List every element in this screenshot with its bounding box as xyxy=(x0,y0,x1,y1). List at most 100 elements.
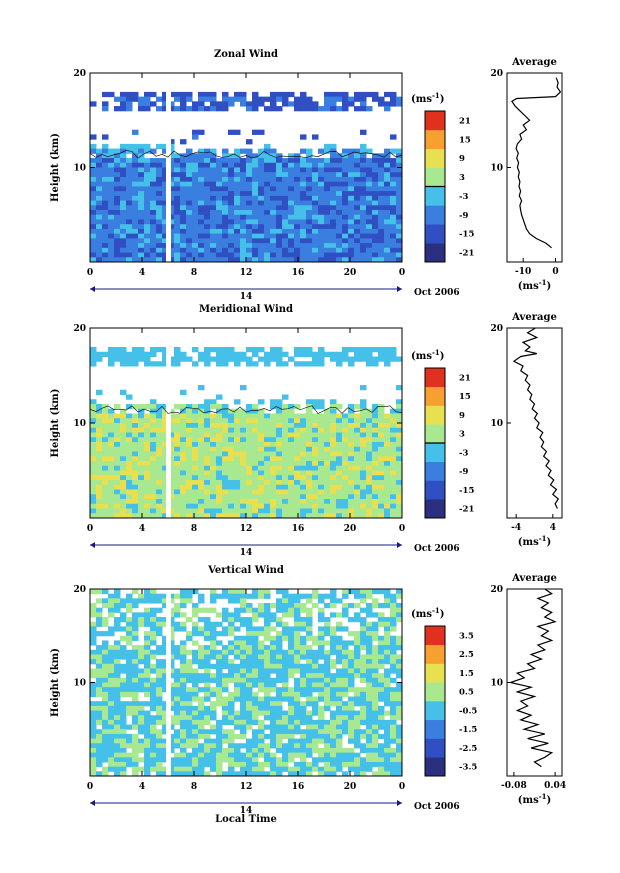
heatmap-cell xyxy=(258,195,265,202)
heatmap-cell xyxy=(258,677,265,683)
heatmap-cell xyxy=(234,593,241,599)
heatmap-cell xyxy=(396,456,403,462)
heatmap-cell xyxy=(192,761,199,768)
heatmap-cell xyxy=(156,766,163,772)
heatmap-cell xyxy=(156,691,163,698)
heatmap-cell xyxy=(216,252,223,258)
heatmap-cell xyxy=(96,176,103,183)
heatmap-cell xyxy=(306,219,313,225)
heatmap-cell xyxy=(378,475,385,481)
heatmap-cell xyxy=(222,456,229,462)
heatmap-cell xyxy=(342,418,349,424)
heatmap-cell xyxy=(102,701,109,707)
heatmap-cell xyxy=(192,631,199,637)
heatmap-cell xyxy=(330,513,337,519)
heatmap-cell xyxy=(216,176,223,183)
heatmap-cell xyxy=(120,682,127,688)
heatmap-cell xyxy=(210,757,217,763)
heatmap-cell xyxy=(300,96,307,102)
heatmap-cell xyxy=(162,484,169,490)
heatmap-cell xyxy=(396,513,403,519)
heatmap-cell xyxy=(204,456,211,462)
heatmap-cell xyxy=(306,153,313,159)
heatmap-cell xyxy=(108,413,115,419)
heatmap-cell xyxy=(366,508,373,514)
heatmap-cell xyxy=(378,724,385,730)
heatmap-cell xyxy=(180,461,187,467)
heatmap-cell xyxy=(126,738,133,744)
heatmap-cell xyxy=(276,96,283,102)
heatmap-cell xyxy=(144,233,151,239)
heatmap-cell xyxy=(96,719,103,726)
heatmap-cell xyxy=(132,200,139,206)
heatmap-cell xyxy=(216,162,223,168)
heatmap-cell xyxy=(132,733,139,740)
heatmap-cell xyxy=(342,687,349,693)
heatmap-cell xyxy=(282,418,289,424)
heatmap-cell xyxy=(90,747,97,754)
heatmap-cell xyxy=(294,186,301,192)
heatmap-cell xyxy=(348,747,355,754)
heatmap-cell xyxy=(312,219,319,225)
heatmap-cell xyxy=(396,738,403,744)
heatmap-cell xyxy=(300,701,307,707)
heatmap-cell xyxy=(210,423,217,429)
heatmap-cell xyxy=(318,677,325,683)
heatmap-cell xyxy=(252,761,259,768)
heatmap-cell xyxy=(354,612,361,618)
heatmap-cell xyxy=(366,475,373,481)
heatmap-cell xyxy=(240,687,247,693)
heatmap-cell xyxy=(372,598,379,604)
heatmap-cell xyxy=(204,499,211,505)
heatmap-cell xyxy=(192,257,199,263)
heatmap-cell xyxy=(384,484,391,490)
heatmap-cell xyxy=(162,148,169,154)
heatmap-cell xyxy=(276,747,283,754)
heatmap-cell xyxy=(348,158,355,164)
heatmap-cell xyxy=(372,729,379,735)
heatmap-cell xyxy=(264,224,271,230)
heatmap-cell xyxy=(102,724,109,730)
heatmap-cell xyxy=(234,176,241,183)
heatmap-cell xyxy=(396,413,403,419)
heatmap-cell xyxy=(198,214,205,220)
heatmap-cell xyxy=(390,427,397,433)
heatmap-cell xyxy=(240,719,247,726)
heatmap-cell xyxy=(348,687,355,693)
heatmap-cell xyxy=(342,195,349,202)
heatmap-cell xyxy=(102,404,109,410)
heatmap-cell xyxy=(102,691,109,698)
heatmap-cell xyxy=(174,470,181,476)
heatmap-cell xyxy=(240,696,247,702)
heatmap-cell xyxy=(240,513,247,519)
heatmap-cell xyxy=(390,432,397,438)
heatmap-cell xyxy=(192,484,199,490)
heatmap-cell xyxy=(210,598,217,604)
heatmap-cell xyxy=(318,181,325,187)
heatmap-cell xyxy=(330,475,337,481)
heatmap-cell xyxy=(228,494,235,500)
heatmap-cell xyxy=(108,238,115,244)
colorbar-segment xyxy=(425,499,445,519)
heatmap-cell xyxy=(276,437,283,443)
heatmap-cell xyxy=(90,101,97,107)
heatmap-cell xyxy=(120,724,127,730)
heatmap-cell xyxy=(150,593,157,599)
heatmap-cell xyxy=(384,691,391,698)
heatmap-cell xyxy=(288,210,295,216)
heatmap-cell xyxy=(126,757,133,763)
heatmap-cell xyxy=(162,668,169,674)
heatmap-cell xyxy=(372,771,379,777)
heatmap-cell xyxy=(246,513,253,519)
heatmap-cell xyxy=(300,214,307,220)
heatmap-cell xyxy=(390,470,397,476)
heatmap-cell xyxy=(240,771,247,777)
heatmap-cell xyxy=(216,167,223,173)
heatmap-cell xyxy=(282,687,289,693)
heatmap-cell xyxy=(90,715,97,721)
heatmap-cell xyxy=(102,771,109,777)
heatmap-cell xyxy=(120,465,127,471)
heatmap-cell xyxy=(90,499,97,505)
heatmap-cell xyxy=(192,766,199,772)
heatmap-cell xyxy=(372,645,379,651)
